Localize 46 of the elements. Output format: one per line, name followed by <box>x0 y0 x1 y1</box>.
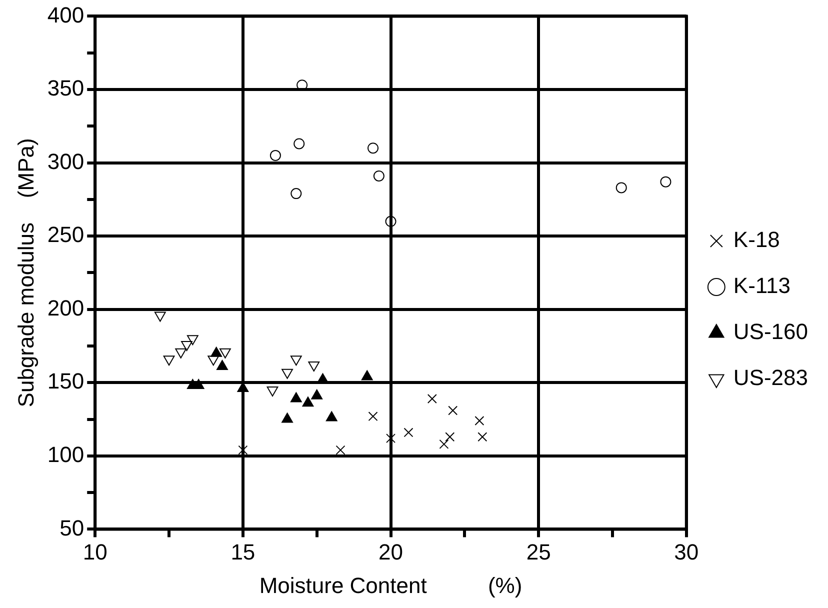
point <box>616 182 627 194</box>
point <box>216 360 228 370</box>
point <box>386 434 396 444</box>
y-tick-label: 150 <box>47 368 84 394</box>
point <box>439 439 449 449</box>
y-tick-label: 200 <box>47 295 84 320</box>
point <box>294 138 305 150</box>
point <box>210 346 222 357</box>
point <box>478 432 488 442</box>
legend-label: US-283 <box>733 365 808 390</box>
y-tick-label: 350 <box>47 76 84 101</box>
point <box>448 406 458 416</box>
point <box>336 445 346 455</box>
y-tick-label: 250 <box>47 222 84 248</box>
y-tick-label: 100 <box>47 442 84 467</box>
point <box>660 176 672 188</box>
x-tick-label: 25 <box>526 539 551 564</box>
y-tick-label: 400 <box>47 2 84 28</box>
x-tick-label: 20 <box>378 539 403 564</box>
x-tick-label: 30 <box>674 539 699 564</box>
x-axis-title: Moisture Content (%) <box>259 572 522 598</box>
point <box>282 412 293 423</box>
point <box>270 150 281 161</box>
point <box>373 170 384 182</box>
point <box>445 432 455 442</box>
y-tick-label: 300 <box>47 148 84 174</box>
point <box>361 370 373 380</box>
point <box>238 445 248 455</box>
legend-label: US-160 <box>733 319 808 344</box>
point <box>427 394 437 404</box>
legend-label: K-113 <box>733 273 790 298</box>
point <box>385 216 396 227</box>
point <box>290 188 302 200</box>
point <box>311 389 323 400</box>
y-tick-label: 50 <box>60 515 84 540</box>
point <box>368 412 378 422</box>
point <box>290 392 302 402</box>
point <box>404 428 414 438</box>
point <box>326 411 338 422</box>
legend-label: K-18 <box>733 227 780 252</box>
point <box>474 416 484 426</box>
point <box>368 142 379 154</box>
y-axis-title: Subgrade modulus (MPa) <box>13 138 38 408</box>
x-tick-label: 10 <box>82 539 108 564</box>
x-tick-label: 15 <box>230 539 256 564</box>
point <box>302 396 314 407</box>
